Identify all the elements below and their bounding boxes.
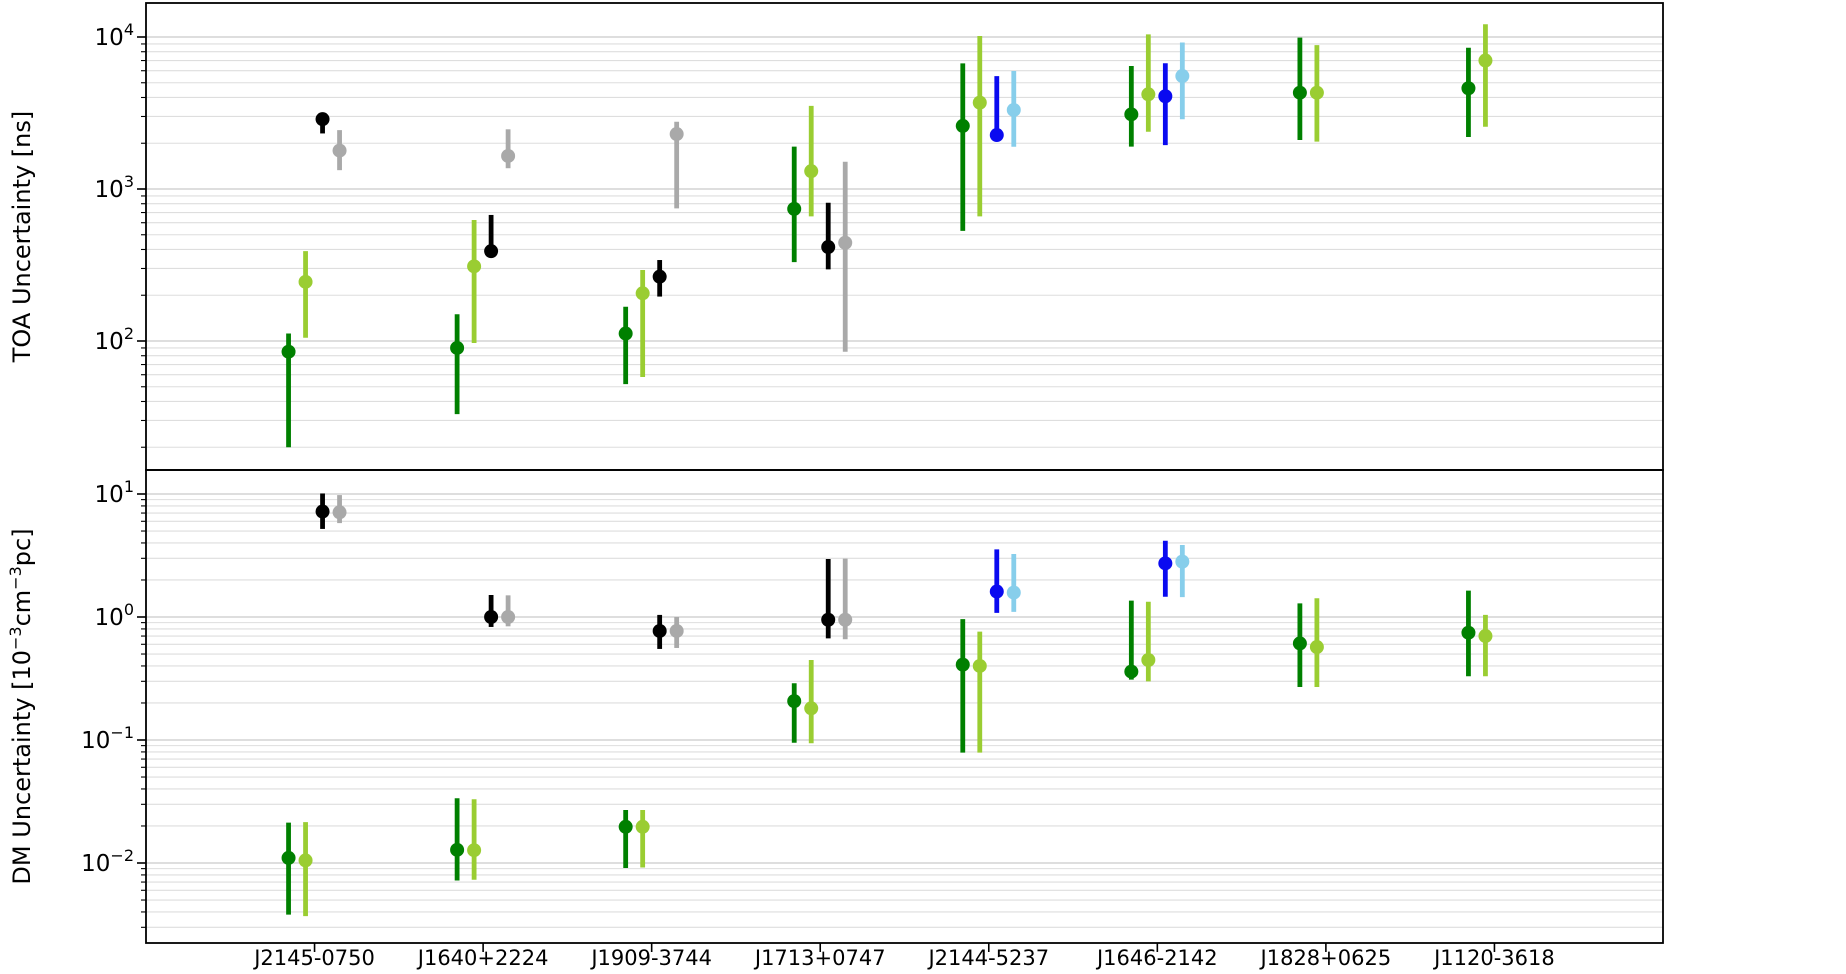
series-yellow-green xyxy=(298,24,1493,377)
data-series xyxy=(281,24,1493,448)
data-point-dark-green-J1713+0747 xyxy=(787,201,802,216)
data-point-dark-green-J1909-3744 xyxy=(618,819,633,834)
data-point-yellow-green-J1120-3618 xyxy=(1478,53,1493,68)
series-blue xyxy=(989,63,1173,146)
data-point-black-J1640+2224 xyxy=(484,610,499,624)
data-point-yellow-green-J1640+2224 xyxy=(467,843,482,858)
y-axis-label-top: TOA Uncertainty [ns] xyxy=(8,111,36,363)
data-point-gray-J1640+2224 xyxy=(501,148,516,163)
data-point-gray-J1909-3744 xyxy=(669,623,684,638)
y-ticks: 10−2 10−1 100 101 xyxy=(81,477,146,928)
data-point-dark-green-J1828+0625 xyxy=(1292,85,1307,100)
data-point-black-J2145-0750 xyxy=(315,504,330,519)
panel-top: 102 103 104 TOA Uncertainty [ns] xyxy=(8,2,1664,471)
data-point-dark-green-J1640+2224 xyxy=(450,340,465,355)
series-light-blue xyxy=(1006,42,1190,147)
data-point-dark-green-J1640+2224 xyxy=(450,842,465,857)
series-dark-green xyxy=(281,37,1476,448)
series-blue xyxy=(989,540,1173,613)
data-point-blue-J1646-2142 xyxy=(1158,556,1173,571)
series-gray xyxy=(332,121,853,352)
data-point-black-J1909-3744 xyxy=(652,623,667,638)
data-point-light-blue-J1646-2142 xyxy=(1175,554,1190,569)
data-point-yellow-green-J1909-3744 xyxy=(635,286,650,301)
data-point-gray-J1713+0747 xyxy=(838,612,853,627)
data-point-dark-green-J2144-5237 xyxy=(955,657,970,672)
data-point-dark-green-J1713+0747 xyxy=(787,694,802,709)
data-point-light-blue-J1646-2142 xyxy=(1175,69,1190,84)
data-point-yellow-green-J1120-3618 xyxy=(1478,629,1493,644)
data-point-yellow-green-J1828+0625 xyxy=(1309,85,1324,100)
data-point-black-J1909-3744 xyxy=(652,269,667,284)
y-axis-label-bottom: DM Uncertainty [10−3cm−3pc] xyxy=(6,528,36,884)
data-point-dark-green-J1909-3744 xyxy=(618,326,633,341)
data-point-blue-J1646-2142 xyxy=(1158,89,1173,104)
series-dark-green xyxy=(281,590,1476,915)
y-tick-label: 10−2 xyxy=(81,846,134,877)
data-point-dark-green-J1828+0625 xyxy=(1292,636,1307,651)
data-point-black-J1640+2224 xyxy=(484,244,499,259)
data-point-yellow-green-J2145-0750 xyxy=(298,853,313,868)
data-point-dark-green-J2145-0750 xyxy=(281,850,296,865)
y-tick-label: 104 xyxy=(95,20,134,51)
x-axis: J2145-0750 J1640+2224 J1909-3744 J1713+0747… xyxy=(252,943,1555,970)
y-ticks: 102 103 104 xyxy=(95,20,146,448)
data-point-yellow-green-J1828+0625 xyxy=(1309,640,1324,655)
data-point-dark-green-J2145-0750 xyxy=(281,344,296,359)
panel-frame xyxy=(145,469,1664,944)
data-point-yellow-green-J2145-0750 xyxy=(298,274,313,289)
data-point-dark-green-J1646-2142 xyxy=(1124,107,1139,122)
x-tick-label-J1713+0747: J1713+0747 xyxy=(753,946,886,970)
data-point-dark-green-J1120-3618 xyxy=(1461,625,1476,640)
data-point-gray-J1713+0747 xyxy=(838,235,853,250)
data-point-dark-green-J1646-2142 xyxy=(1124,664,1139,679)
y-tick-label: 10−1 xyxy=(81,723,134,754)
series-yellow-green xyxy=(298,598,1493,917)
data-point-yellow-green-J2144-5237 xyxy=(972,95,987,110)
y-tick-label: 100 xyxy=(95,600,134,631)
data-series xyxy=(281,493,1493,917)
y-tick-label: 103 xyxy=(95,172,134,203)
x-tick-label-J2145-0750: J2145-0750 xyxy=(252,946,375,970)
data-point-light-blue-J2144-5237 xyxy=(1006,102,1021,117)
data-point-black-J1713+0747 xyxy=(821,612,836,627)
data-point-gray-J2145-0750 xyxy=(332,143,347,158)
data-point-blue-J2144-5237 xyxy=(989,584,1004,599)
gridlines xyxy=(146,493,1663,928)
x-tick-label-J1828+0625: J1828+0625 xyxy=(1259,946,1392,970)
data-point-yellow-green-J1713+0747 xyxy=(804,701,819,716)
data-point-light-blue-J2144-5237 xyxy=(1006,585,1021,600)
panel-bottom: 10−2 10−1 100 101 DM Uncertainty [10−3cm−3pc… xyxy=(6,469,1664,944)
data-point-gray-J1909-3744 xyxy=(669,127,684,142)
data-point-black-J2145-0750 xyxy=(315,112,330,127)
data-point-yellow-green-J1713+0747 xyxy=(804,164,819,179)
data-point-gray-J2145-0750 xyxy=(332,505,347,520)
data-point-yellow-green-J1646-2142 xyxy=(1141,653,1156,668)
y-tick-label: 102 xyxy=(95,324,134,355)
data-point-yellow-green-J1640+2224 xyxy=(467,259,482,274)
x-tick-label-J1646-2142: J1646-2142 xyxy=(1095,946,1218,970)
data-point-gray-J1640+2224 xyxy=(501,610,516,624)
x-tick-label-J1120-3618: J1120-3618 xyxy=(1432,946,1555,970)
data-point-yellow-green-J2144-5237 xyxy=(972,658,987,673)
x-tick-label-J1640+2224: J1640+2224 xyxy=(416,946,549,970)
data-point-dark-green-J2144-5237 xyxy=(955,118,970,133)
x-tick-label-J2144-5237: J2144-5237 xyxy=(926,946,1049,970)
data-point-black-J1713+0747 xyxy=(821,240,836,255)
series-black xyxy=(315,112,836,297)
series-gray xyxy=(332,495,853,648)
data-point-yellow-green-J1646-2142 xyxy=(1141,87,1156,102)
x-tick-label-J1909-3744: J1909-3744 xyxy=(589,946,712,970)
y-tick-label: 101 xyxy=(95,477,134,508)
series-black xyxy=(315,493,836,649)
data-point-dark-green-J1120-3618 xyxy=(1461,81,1476,96)
series-light-blue xyxy=(1006,544,1190,612)
data-point-blue-J2144-5237 xyxy=(989,128,1004,143)
data-point-yellow-green-J1909-3744 xyxy=(635,819,650,834)
gridlines xyxy=(146,36,1663,448)
